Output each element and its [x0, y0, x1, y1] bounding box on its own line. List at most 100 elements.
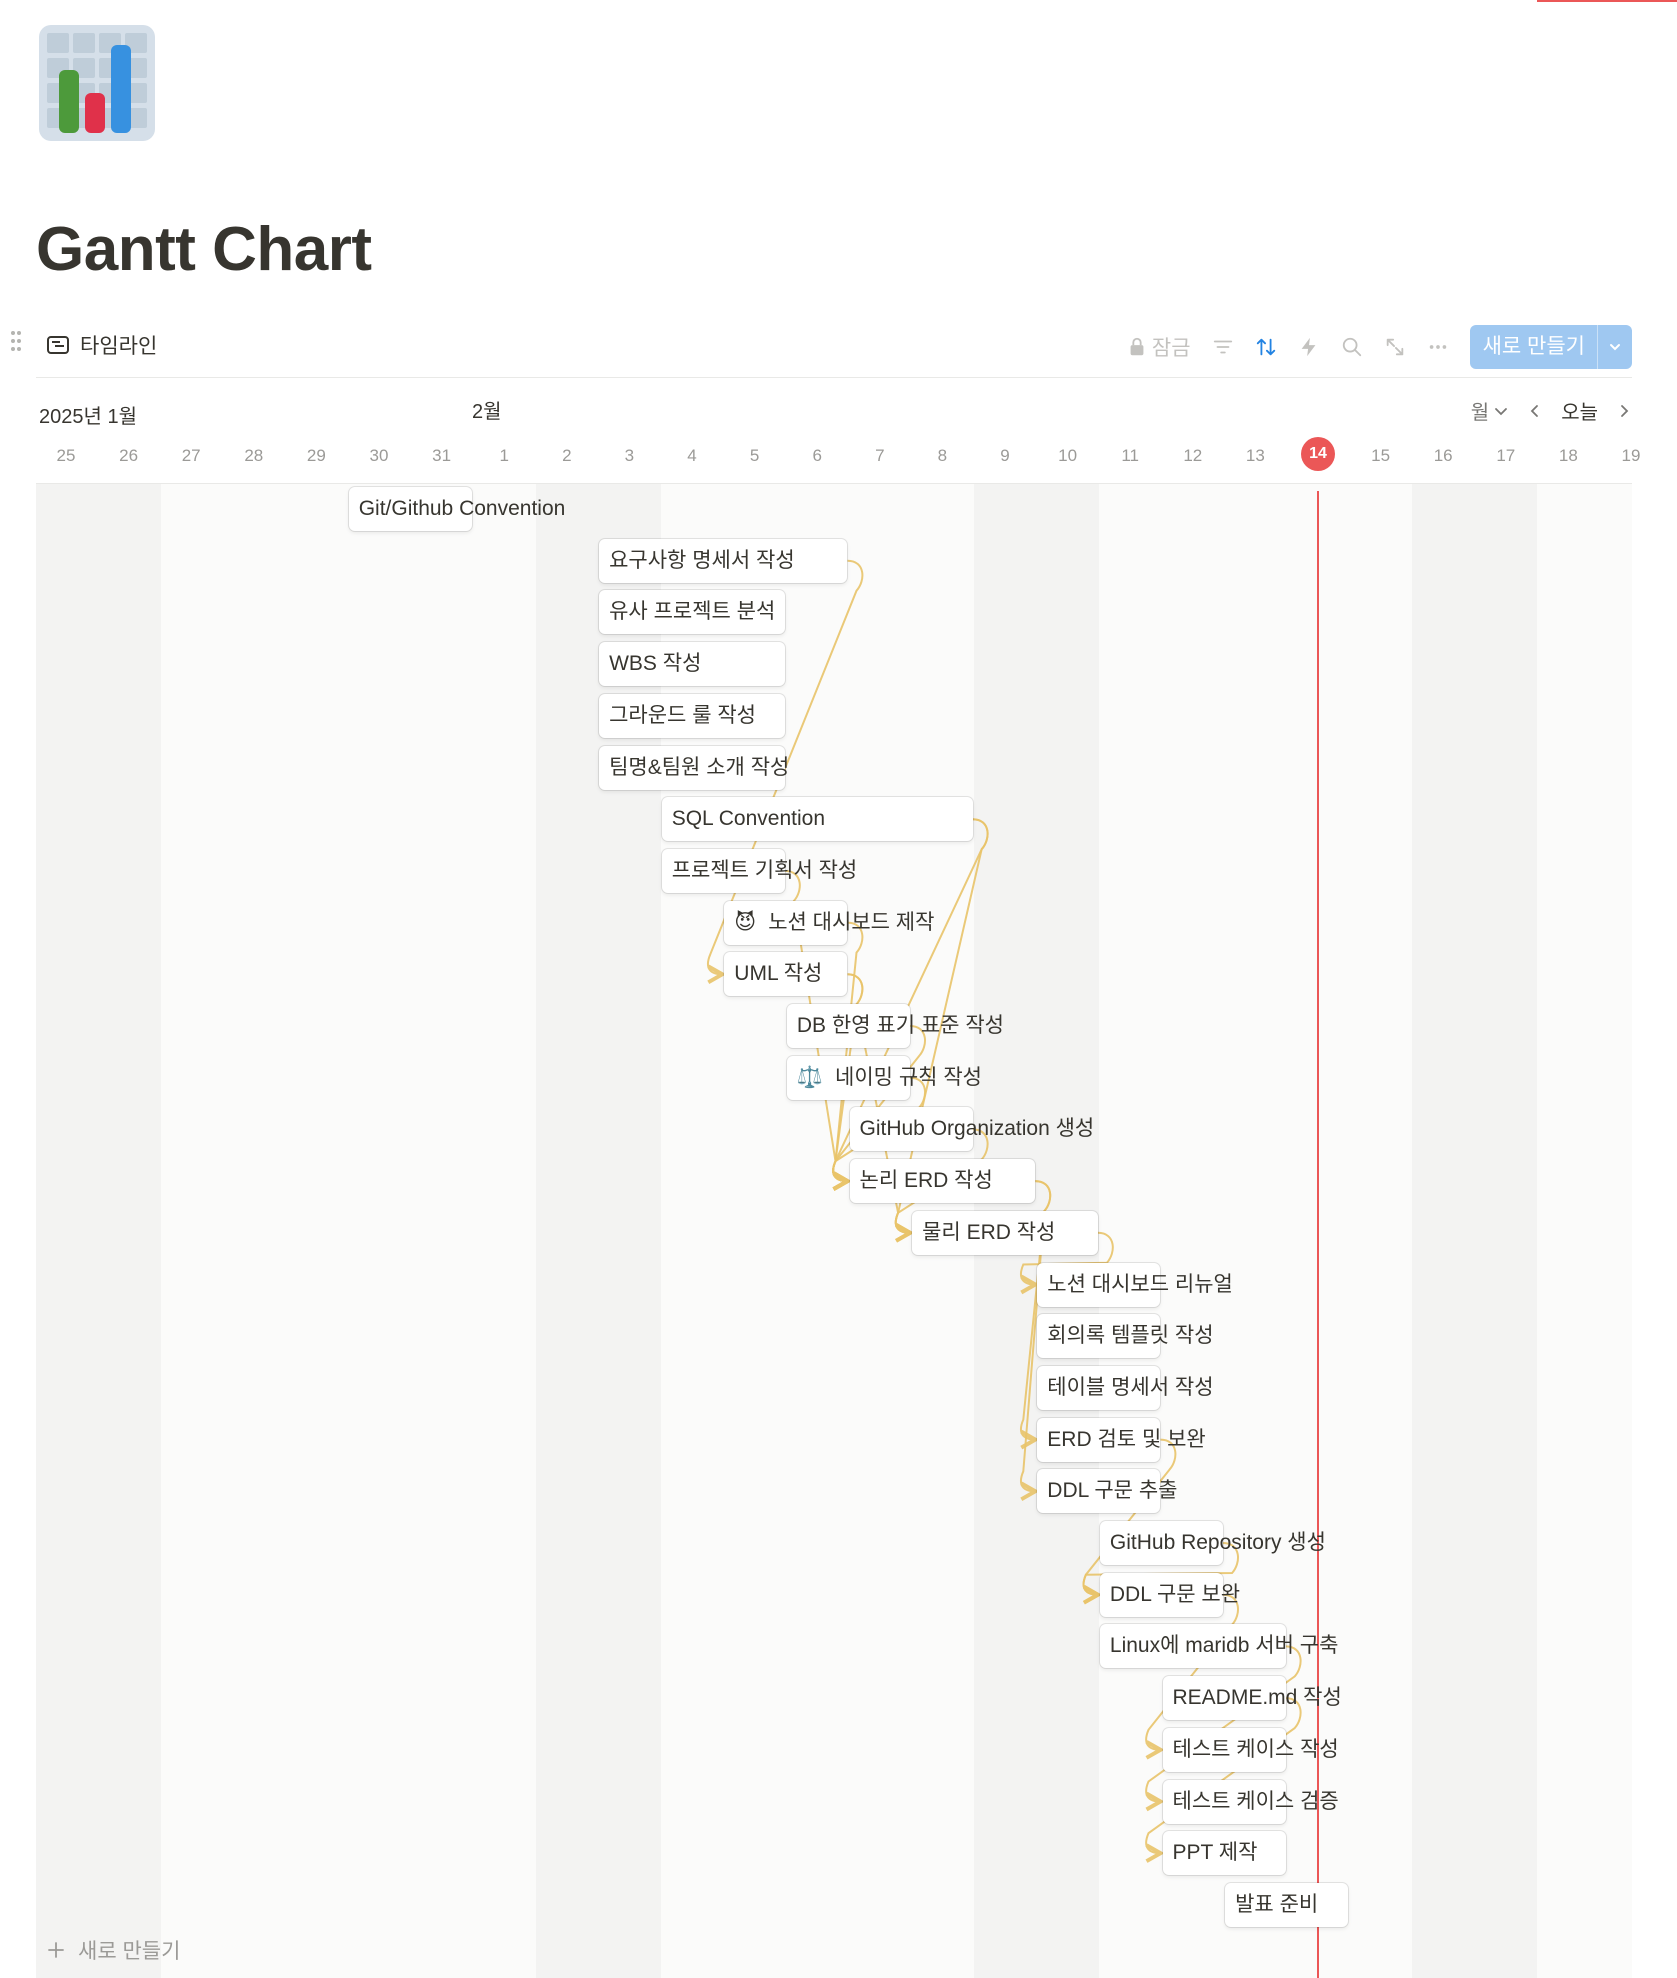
task-title: 노션 대시보드 제작 — [768, 910, 935, 934]
task-label: 팀명&팀원 소개 작성 — [609, 746, 789, 790]
day-label: 26 — [119, 446, 139, 465]
task-bar[interactable] — [599, 590, 785, 635]
timeline-grid — [36, 484, 1632, 1978]
task-label: GitHub Organization 생성 — [860, 1107, 1095, 1151]
chevron-right-icon[interactable] — [1616, 403, 1632, 419]
task-label: 발표 준비 — [1235, 1883, 1318, 1927]
more-button[interactable] — [1427, 336, 1449, 358]
task-label: 유사 프로젝트 분석 — [609, 590, 775, 634]
day-label: 29 — [306, 446, 326, 465]
task-title: 요구사항 명세서 작성 — [609, 548, 795, 572]
drag-handle-icon[interactable] — [10, 329, 28, 355]
task-bar[interactable] — [599, 745, 785, 790]
today-day-badge: 14 — [1301, 437, 1335, 471]
task-bar[interactable] — [724, 952, 848, 997]
header-divider — [36, 483, 1632, 484]
day-label: 27 — [181, 446, 201, 465]
task-bar[interactable] — [849, 1107, 973, 1152]
task-title: WBS 작성 — [609, 652, 702, 676]
task-bar[interactable] — [599, 538, 848, 583]
task-label: UML 작성 — [734, 952, 822, 996]
filter-button[interactable] — [1212, 336, 1234, 358]
search-button[interactable] — [1341, 336, 1363, 358]
task-bar[interactable] — [1037, 1262, 1161, 1307]
task-bar[interactable] — [912, 1210, 1098, 1255]
task-bar[interactable] — [1162, 1779, 1286, 1824]
new-button-label: 새로 만들기 — [1482, 335, 1585, 358]
task-label: 물리 ERD 작성 — [922, 1211, 1055, 1255]
task-bar[interactable] — [1037, 1365, 1161, 1410]
weekend-column — [36, 484, 162, 1978]
add-row-label: 새로 만들기 — [78, 1940, 181, 1963]
task-bar[interactable] — [1037, 1314, 1161, 1359]
new-button-dropdown[interactable] — [1597, 325, 1632, 369]
task-title: GitHub Repository 생성 — [1109, 1531, 1326, 1554]
task-label: GitHub Repository 생성 — [1110, 1521, 1326, 1565]
add-row-button[interactable]: 새로 만들기 — [46, 1935, 180, 1965]
task-label: ⚖️ 네이밍 규칙 작성 — [797, 1056, 982, 1100]
chevron-down-icon — [1610, 344, 1620, 351]
plus-icon — [48, 1942, 64, 1958]
task-bar[interactable] — [1099, 1624, 1286, 1669]
task-bar[interactable] — [786, 1055, 911, 1100]
scale-label: 월 — [1470, 402, 1490, 424]
task-bar[interactable] — [1099, 1572, 1224, 1617]
page-title[interactable]: Gantt Chart — [36, 215, 372, 284]
task-bar[interactable] — [724, 900, 848, 945]
task-title: UML 작성 — [734, 962, 823, 986]
today-button[interactable]: 오늘 — [1561, 402, 1598, 424]
task-label: Linux에 maridb 서버 구축 — [1110, 1624, 1339, 1668]
task-bar[interactable] — [1225, 1882, 1349, 1927]
task-bar[interactable] — [1037, 1417, 1161, 1462]
task-title: ERD 검토 및 보완 — [1047, 1427, 1206, 1451]
task-bar[interactable] — [786, 1004, 911, 1048]
task-title: 논리 ERD 작성 — [859, 1169, 993, 1193]
task-title: 유사 프로젝트 분석 — [609, 600, 776, 624]
task-label: 그라운드 룰 작성 — [609, 694, 756, 738]
scale-select[interactable]: 월 — [1471, 396, 1509, 425]
task-bar[interactable] — [849, 1159, 1036, 1204]
view-tab-label: 타임라인 — [80, 335, 158, 358]
task-bar[interactable] — [599, 642, 785, 687]
day-label: 4 — [687, 446, 697, 465]
day-label: 2 — [562, 446, 572, 465]
sort-button[interactable] — [1255, 336, 1277, 358]
task-title: README.md 작성 — [1172, 1686, 1342, 1710]
task-bar[interactable] — [1099, 1521, 1224, 1565]
task-bar[interactable] — [599, 693, 785, 738]
task-title: 회의록 템플릿 작성 — [1047, 1324, 1214, 1348]
task-bar[interactable] — [1162, 1676, 1286, 1721]
expand-button[interactable] — [1384, 336, 1406, 358]
task-bar[interactable] — [1162, 1831, 1286, 1876]
more-icon — [1429, 345, 1446, 349]
task-label: SQL Convention — [672, 797, 825, 841]
timeline-icon — [47, 336, 69, 354]
task-bar[interactable] — [661, 848, 785, 893]
view-bar: 타임라인 잠금 새로 만들기 — [10, 325, 1632, 369]
task-bar[interactable] — [661, 797, 973, 842]
day-label: 8 — [937, 446, 948, 465]
task-label: 요구사항 명세서 작성 — [609, 539, 795, 583]
task-bar[interactable] — [1162, 1727, 1286, 1772]
day-label: 13 — [1245, 446, 1265, 465]
automation-button[interactable] — [1298, 336, 1320, 358]
chevron-left-icon[interactable] — [1527, 403, 1543, 419]
view-divider — [36, 377, 1632, 378]
timeline-controls: 월 오늘 — [1471, 396, 1632, 425]
today-indicator-line — [1317, 491, 1319, 1978]
day-label: 3 — [624, 446, 635, 465]
day-label: 19 — [1621, 446, 1641, 465]
view-tab-timeline[interactable]: 타임라인 — [46, 325, 157, 365]
task-bar[interactable] — [348, 487, 472, 531]
task-bar[interactable] — [1037, 1469, 1161, 1514]
task-title: 테이블 명세서 작성 — [1047, 1375, 1214, 1399]
task-label: 노션 대시보드 리뉴얼 — [1047, 1263, 1233, 1307]
lock-button[interactable]: 잠금 — [1126, 332, 1191, 362]
day-label: 7 — [875, 446, 885, 465]
task-title: PPT 제작 — [1172, 1841, 1258, 1865]
filter-icon — [1213, 340, 1232, 354]
new-button[interactable]: 새로 만들기 — [1469, 325, 1632, 369]
chart-page-icon[interactable] — [39, 25, 155, 141]
search-icon — [1342, 337, 1361, 357]
day-label: 18 — [1558, 446, 1578, 465]
